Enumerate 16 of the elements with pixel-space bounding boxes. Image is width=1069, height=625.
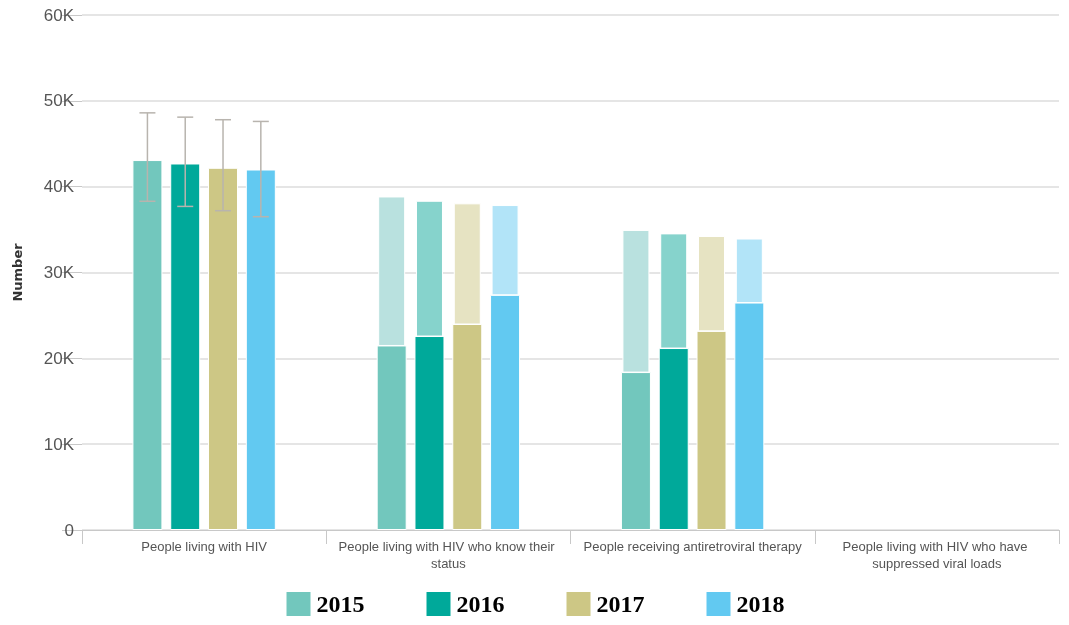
- y-tick-label: 60K: [43, 5, 75, 25]
- legend-label: 2015: [316, 591, 365, 617]
- x-tick-label: People living with HIV: [141, 539, 268, 554]
- x-tick-label: People living with HIV who have suppressed viral loads: [842, 539, 1032, 571]
- y-tick-label: 0: [64, 520, 74, 540]
- legend-label: 2017: [596, 591, 645, 617]
- legend-label: 2018: [736, 591, 785, 617]
- y-tick-label: 30K: [43, 263, 75, 282]
- y-tick-label: 40K: [43, 177, 75, 197]
- y-tick-label: 50K: [43, 91, 75, 111]
- legend-label: 2016: [456, 591, 505, 617]
- x-tick-label: People receiving antiretroviral therapy: [583, 539, 803, 554]
- y-axis-title: Number: [10, 242, 25, 302]
- y-tick-label: 10K: [43, 434, 75, 454]
- x-tick-label: People living with HIV who know their status: [338, 539, 559, 571]
- y-tick-label: 20K: [43, 348, 75, 368]
